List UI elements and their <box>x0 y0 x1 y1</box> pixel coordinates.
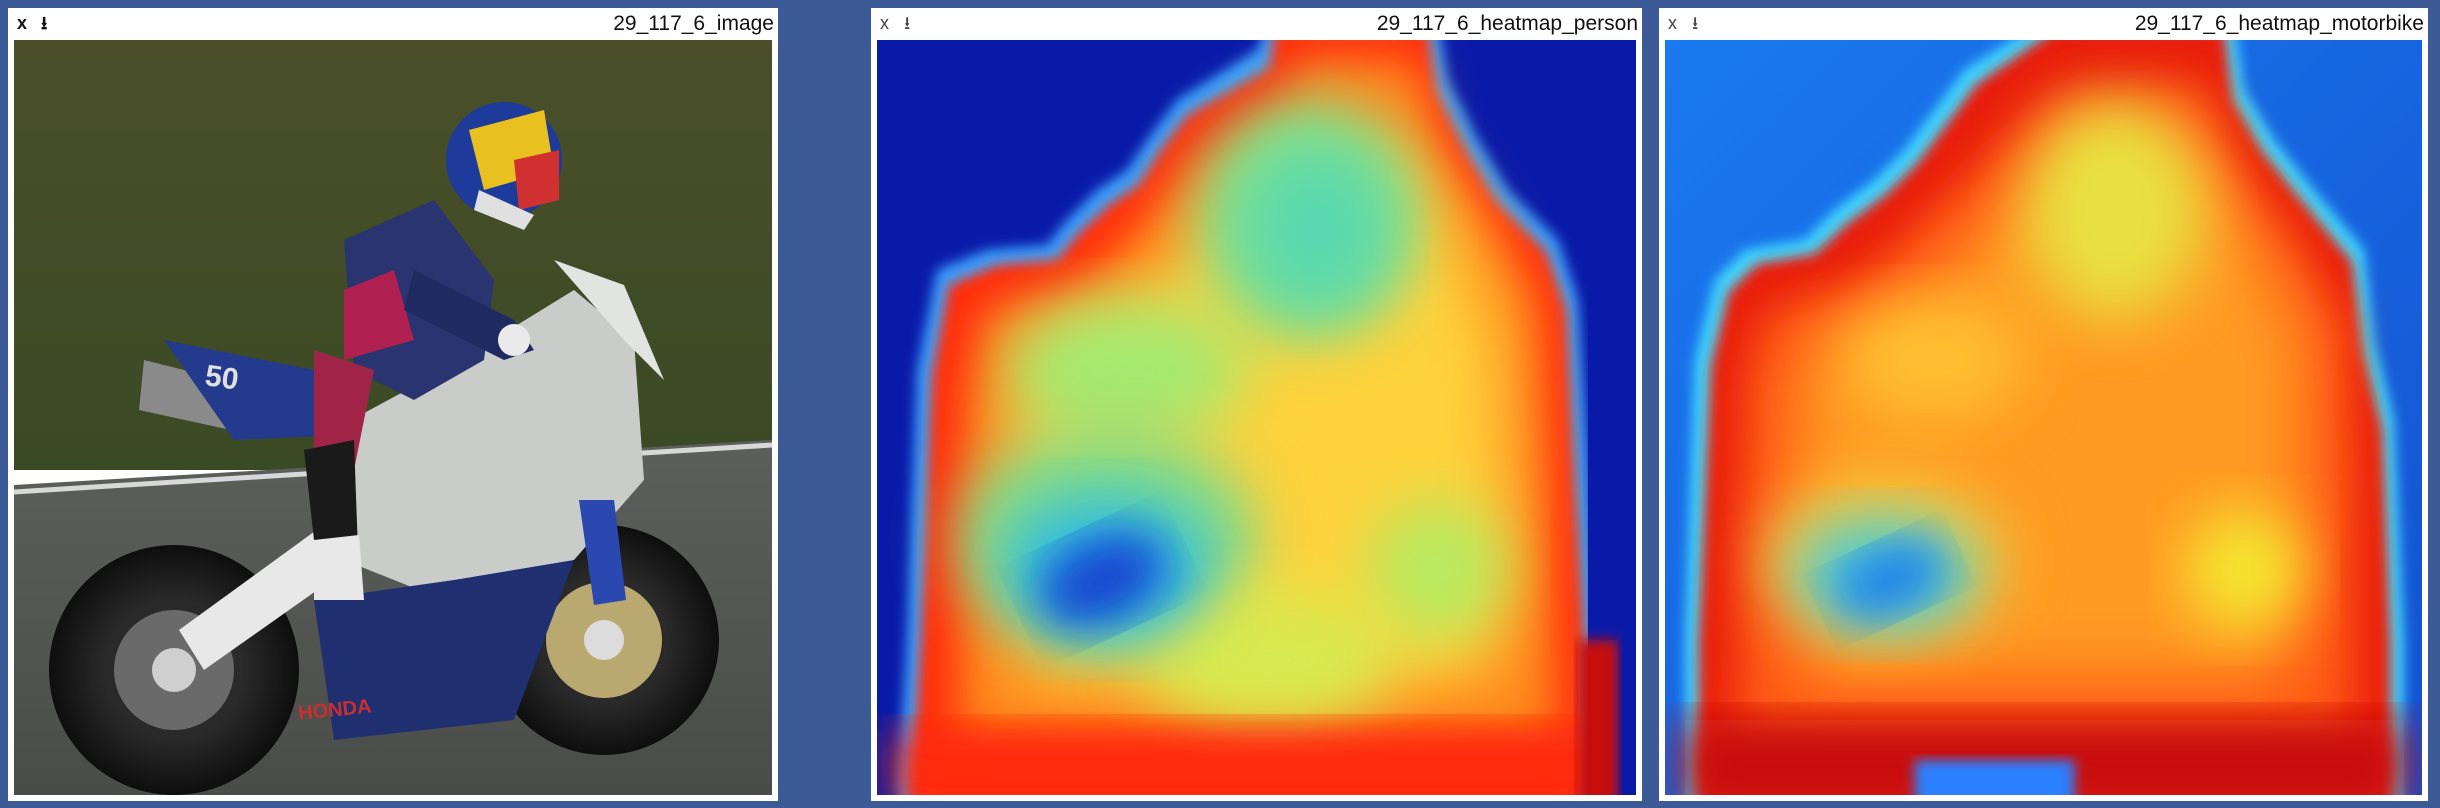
panel-titlebar: x ⭳ 29_117_6_image <box>8 8 778 40</box>
panel-titlebar: x ⭳ 29_117_6_heatmap_person <box>871 8 1642 40</box>
panel-title: 29_117_6_image <box>613 12 774 35</box>
person-heatmap <box>877 40 1636 795</box>
close-icon[interactable]: x <box>880 13 889 33</box>
panel-title: 29_117_6_heatmap_person <box>1376 12 1638 35</box>
image-panel: x ⭳ 29_117_6_image <box>8 8 778 801</box>
heatmap-person-panel: x ⭳ 29_117_6_heatmap_person <box>871 8 1642 801</box>
photo-illustration: 50 HONDA <box>14 40 772 795</box>
motorbike-photo: 50 HONDA <box>14 40 772 795</box>
svg-text:50: 50 <box>203 359 241 396</box>
motorbike-heatmap <box>1665 40 2422 795</box>
download-icon[interactable]: ⭳ <box>904 13 911 33</box>
heatmap-illustration <box>1665 40 2422 795</box>
close-icon[interactable]: x <box>17 13 28 33</box>
panel-titlebar: x ⭳ 29_117_6_heatmap_motorbike <box>1659 8 2428 40</box>
download-icon[interactable]: ⭳ <box>1692 13 1699 33</box>
panel-title: 29_117_6_heatmap_motorbike <box>2134 12 2424 35</box>
download-icon[interactable]: ⭳ <box>41 13 48 33</box>
close-icon[interactable]: x <box>1668 13 1677 33</box>
heatmap-motorbike-panel: x ⭳ 29_117_6_heatmap_motorbike <box>1659 8 2428 801</box>
heatmap-illustration <box>877 40 1636 795</box>
